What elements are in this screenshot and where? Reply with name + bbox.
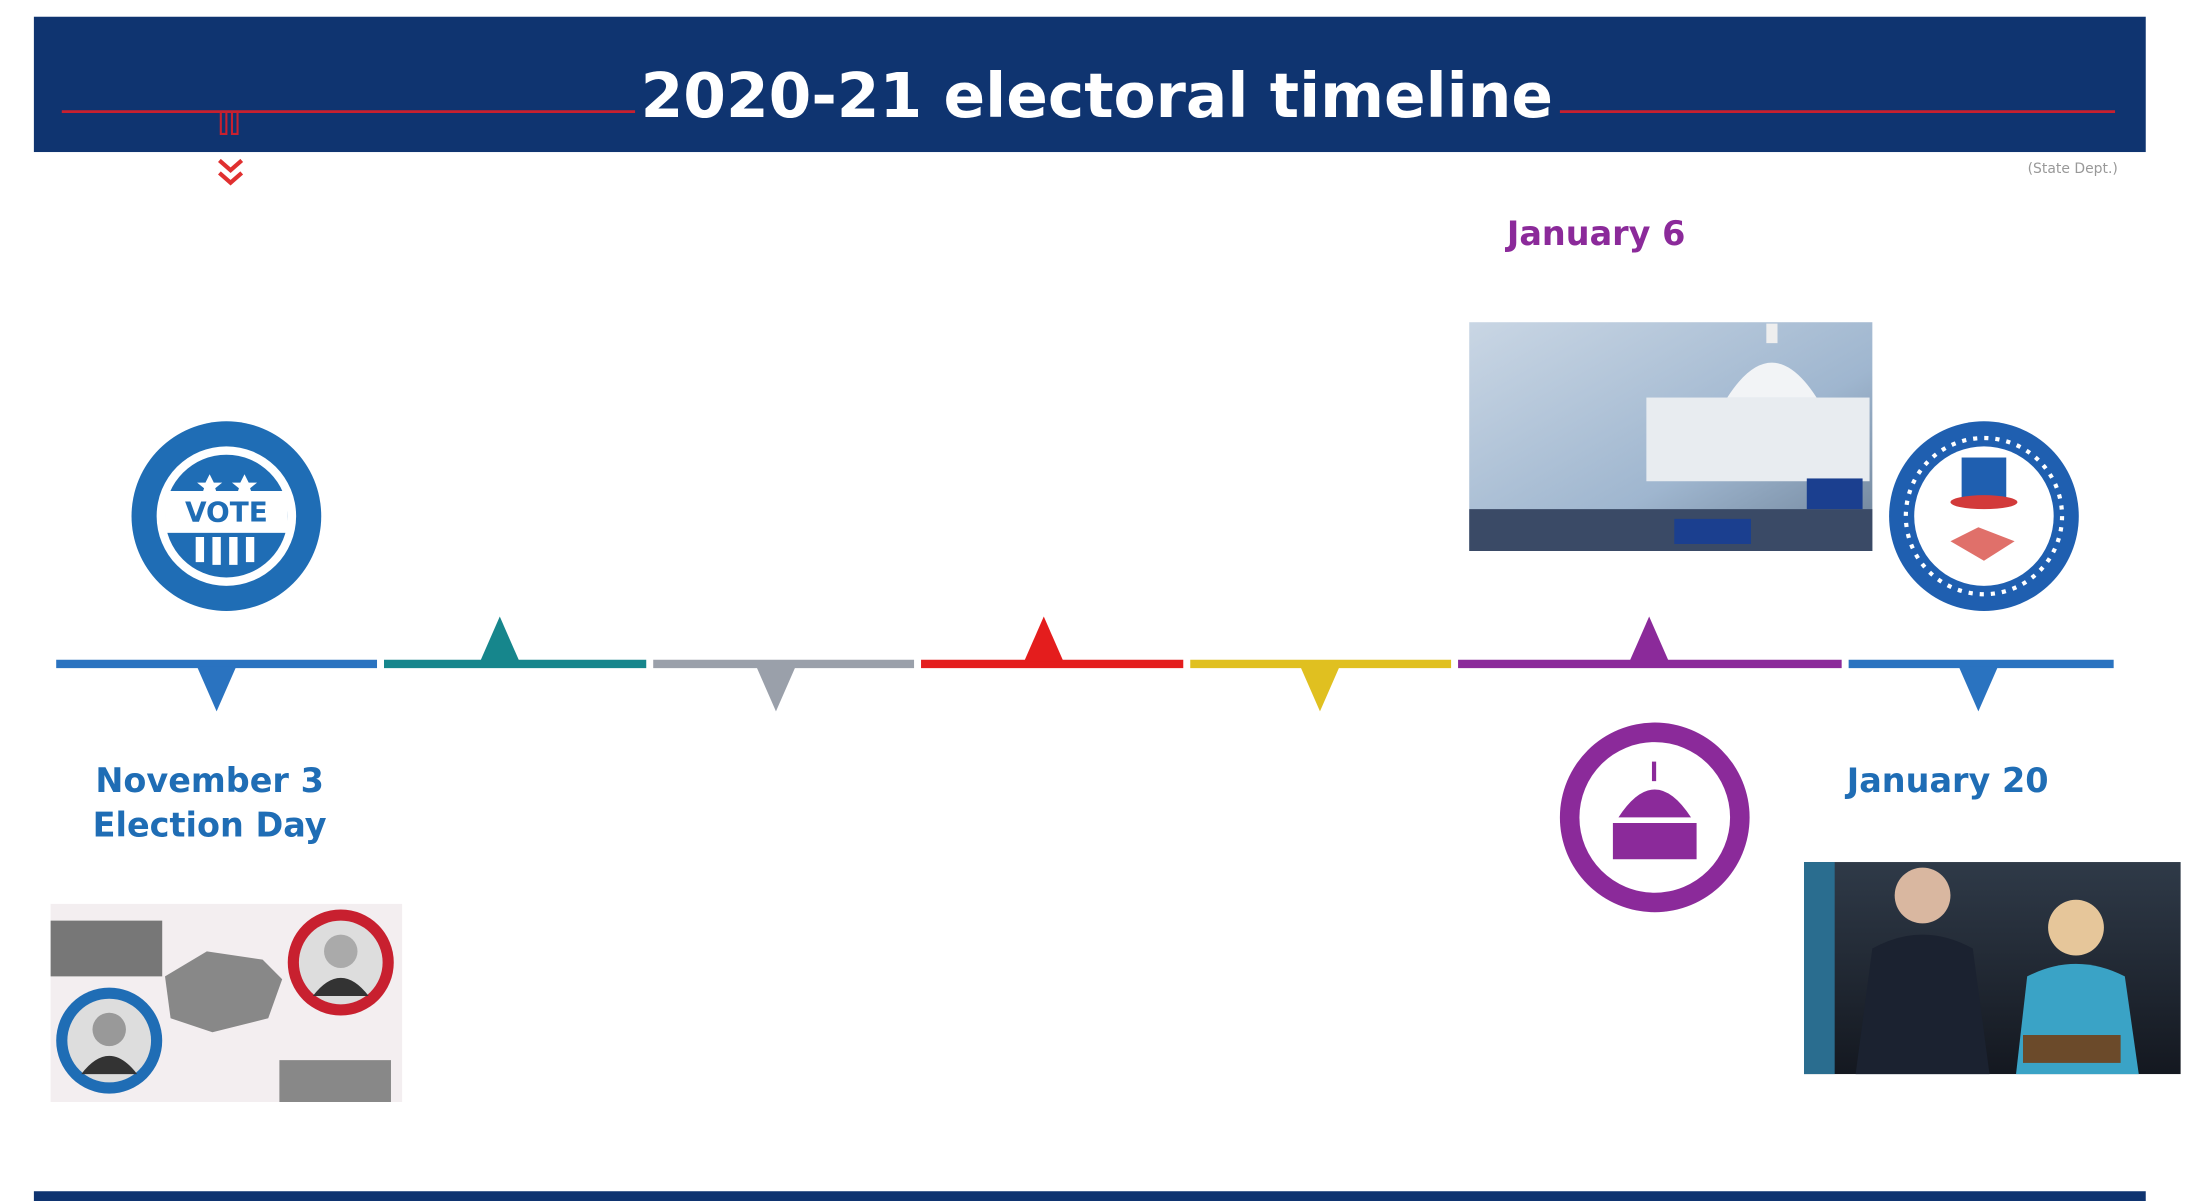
shape [279, 1060, 391, 1102]
pointer [1959, 667, 1998, 712]
footer-bar [34, 1191, 2146, 1201]
title: 2020-21 electoral timeline [641, 61, 1553, 132]
shape [1807, 478, 1863, 509]
shape [92, 1013, 125, 1046]
inauguration-icon [1889, 421, 2079, 611]
event-date: January 20 [1845, 761, 2049, 800]
shape [324, 935, 357, 968]
shape [1804, 862, 1835, 1074]
pointer [756, 667, 795, 712]
shape [1950, 495, 2017, 509]
shape [1895, 868, 1951, 924]
pointer [197, 667, 236, 712]
shape [51, 921, 163, 977]
source: (State Dept.) [2028, 161, 2118, 177]
pointer [1300, 667, 1339, 712]
shape [1646, 398, 1869, 482]
shape [1652, 762, 1656, 782]
event-label: Election Day [93, 806, 327, 845]
page: 2020-21 electoral timeline (State Dept.)… [0, 0, 2188, 1201]
capitol-photo [1469, 322, 1872, 551]
pointer [1630, 617, 1669, 662]
vote-icon: VOTE [132, 421, 322, 611]
pointer [480, 617, 519, 662]
capitol-icon [1560, 723, 1750, 913]
shape [1962, 458, 2007, 500]
infographic: 2020-21 electoral timeline (State Dept.)… [0, 0, 2188, 1201]
shape [2023, 1035, 2121, 1063]
shape [1766, 324, 1777, 344]
shape [1469, 509, 1872, 551]
chevron [219, 160, 241, 182]
event-date: November 3 [95, 761, 324, 800]
shape [1856, 935, 1990, 1074]
shape [1674, 519, 1751, 544]
vote-text: VOTE [185, 495, 268, 528]
inauguration-photo [1804, 862, 2181, 1074]
event-date: January 6 [1505, 214, 1686, 253]
election-photo [51, 904, 403, 1102]
pointer [1024, 617, 1063, 662]
shape [2048, 900, 2104, 956]
